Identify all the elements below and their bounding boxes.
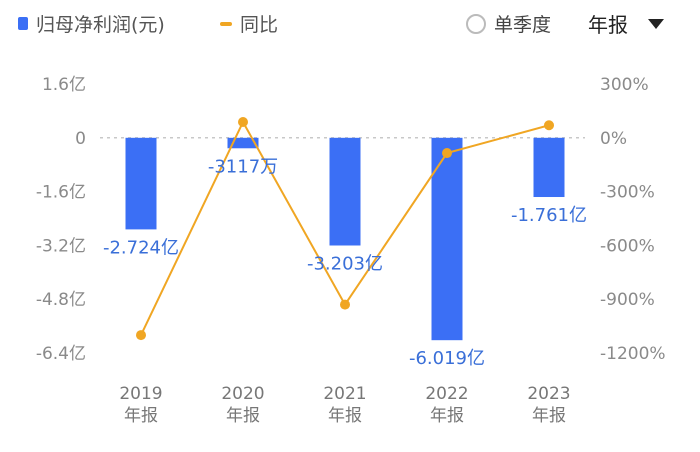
caret-down-icon [648,18,664,29]
bar-value-label: -3117万 [208,156,278,177]
bar-swatch-icon [18,17,28,30]
x-tick-label: 2020 [221,384,264,404]
period-dropdown-label: 年报 [588,13,628,37]
bar-series [125,137,565,341]
right-tick-label: 300% [600,75,649,95]
x-tick-label: 年报 [328,406,362,426]
left-tick-label: -3.2亿 [36,236,86,256]
yoy-point [544,120,554,131]
legend-net-profit-label: 归母净利润(元) [36,14,165,36]
left-tick-label: -1.6亿 [36,183,86,203]
x-tick-label: 2021 [323,384,366,404]
left-axis: 1.6亿 0 -1.6亿 -3.2亿 -4.8亿 -6.4亿 [36,75,86,364]
line-series [136,117,554,341]
period-dropdown[interactable]: 年报 [588,9,664,38]
right-tick-label: 0% [600,129,627,149]
quarter-radio[interactable]: 单季度 [466,10,551,37]
x-tick-label: 年报 [430,406,464,426]
legend-yoy[interactable]: 同比 [220,10,278,37]
yoy-point [238,117,248,128]
right-tick-label: -300% [600,183,655,203]
data-labels: -2.724亿 -3117万 -3.203亿 -6.019亿 -1.761亿 [103,156,587,369]
right-tick-label: -600% [600,236,655,256]
left-tick-label: 0 [75,129,86,149]
net-profit-bar [329,137,361,246]
legend-net-profit[interactable]: 归母净利润(元) [18,10,165,37]
x-tick-label: 2023 [527,384,570,404]
left-tick-label: -4.8亿 [36,290,86,310]
x-tick-label: 2019 [119,384,162,404]
right-tick-label: -900% [600,290,655,310]
x-tick-label: 年报 [532,406,566,426]
line-swatch-icon [220,21,232,26]
radio-circle-icon [466,13,486,34]
yoy-point [340,299,350,310]
x-tick-label: 年报 [226,406,260,426]
net-profit-bar [533,137,565,198]
legend-yoy-label: 同比 [240,14,279,36]
left-tick-label: 1.6亿 [42,75,86,95]
quarter-radio-label: 单季度 [494,14,552,36]
left-tick-label: -6.4亿 [36,344,86,364]
right-axis: 300% 0% -300% -600% -900% -1200% [600,75,666,364]
yoy-point [136,330,146,341]
net-profit-bar [431,137,463,341]
right-tick-label: -1200% [600,344,666,364]
net-profit-bar [227,137,259,149]
bar-value-label: -6.019亿 [409,348,485,369]
bar-value-label: -1.761亿 [511,205,587,226]
bar-value-label: -3.203亿 [307,254,383,275]
net-profit-bar [125,137,157,230]
x-tick-label: 2022 [425,384,468,404]
bar-value-label: -2.724亿 [103,237,179,258]
chart-toolbar: 归母净利润(元) 同比 单季度 年报 [0,0,700,48]
x-tick-label: 年报 [124,406,158,426]
yoy-point [442,148,452,159]
